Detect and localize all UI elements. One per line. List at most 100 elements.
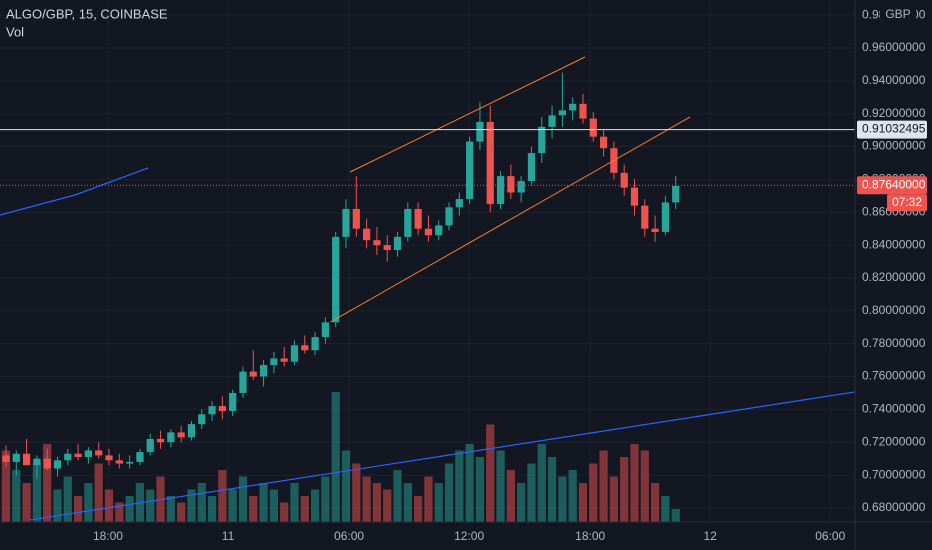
volume-bar — [207, 496, 217, 522]
candle-body — [517, 181, 525, 193]
candle-body — [496, 176, 505, 205]
volume-bar — [166, 496, 175, 522]
candle-body — [95, 450, 103, 456]
volume-bar — [496, 450, 505, 522]
candle-body — [466, 141, 474, 200]
volume-bar — [187, 489, 196, 522]
volume-bar — [12, 470, 21, 522]
volume-bar — [465, 444, 474, 522]
y-tick-label: 0.92000000 — [862, 106, 926, 120]
x-tick-label: 18:00 — [575, 529, 605, 543]
moving-average — [29, 391, 856, 521]
candle-body — [239, 371, 247, 393]
candle-body — [208, 406, 216, 415]
candle-body — [12, 453, 20, 462]
candle-body — [332, 236, 340, 323]
candle-body — [2, 455, 10, 462]
candle-body — [569, 103, 577, 111]
candle-body — [177, 432, 185, 438]
candle-body — [579, 103, 587, 119]
volume-bar — [352, 463, 361, 522]
volume-bar — [94, 463, 103, 522]
candle-body — [455, 199, 463, 208]
volume-bar — [527, 463, 536, 522]
candle-body — [393, 236, 402, 251]
candle-body — [383, 245, 391, 251]
x-tick-label: 12:00 — [454, 529, 484, 543]
volume-bar — [599, 450, 608, 522]
x-tick-label: 12 — [704, 529, 718, 543]
moving-average — [0, 167, 149, 216]
price-label-box — [857, 120, 927, 139]
y-tick-label: 0.68000000 — [862, 500, 926, 514]
volume-bar — [486, 424, 495, 522]
candle-body — [22, 453, 31, 466]
candle-body — [198, 414, 206, 425]
candle-body — [321, 322, 329, 338]
candle-body — [548, 115, 556, 127]
y-tick-label: 0.90000000 — [862, 139, 926, 153]
candle-body — [476, 121, 484, 142]
plot — [0, 56, 856, 521]
volume-bar — [238, 476, 248, 522]
candle-body — [53, 460, 62, 469]
candle-body — [280, 358, 288, 362]
volume-bar — [177, 502, 186, 522]
candle-body — [218, 406, 226, 412]
volume-bar — [218, 470, 227, 522]
volume-bar — [269, 489, 278, 522]
candle-body — [290, 345, 299, 362]
candle-body — [229, 392, 237, 412]
candle-body — [126, 461, 134, 464]
y-tick-label: 0.94000000 — [862, 73, 926, 87]
volume-bar — [362, 476, 371, 522]
volume-bar — [609, 476, 619, 522]
subtitle: Vol — [6, 24, 24, 39]
volume-bar — [393, 470, 402, 522]
volume-bar — [661, 496, 670, 522]
volume-bar — [506, 470, 515, 522]
candle-body — [589, 118, 597, 137]
y-tick-label: 0.82000000 — [862, 270, 926, 284]
candle-body — [414, 208, 422, 229]
volume-bar — [372, 483, 382, 522]
candle-body — [249, 371, 257, 377]
price-label: 0.87640000 — [862, 177, 926, 191]
candle-body — [136, 452, 144, 462]
candle-body — [74, 453, 82, 458]
volume-bar — [53, 489, 62, 522]
candle-body — [527, 153, 536, 182]
price-label-box — [857, 176, 927, 195]
candle-body — [641, 205, 649, 229]
candle-body — [672, 185, 680, 203]
countdown-box — [887, 194, 927, 212]
trendline — [330, 116, 691, 323]
x-tick-label: 18:00 — [93, 529, 123, 543]
candle-body — [599, 136, 608, 149]
chart-title: ALGO/GBP, 15, COINBASE — [6, 6, 168, 21]
candle-body — [84, 450, 93, 458]
volume-bar — [22, 483, 31, 522]
candle-body — [651, 228, 659, 232]
candle-body — [43, 458, 51, 469]
volume-bar — [444, 463, 454, 522]
volume-bar — [310, 489, 320, 522]
volume-bar — [341, 450, 351, 522]
volume-bar — [414, 496, 423, 522]
candle-body — [33, 458, 41, 466]
y-tick-label: 0.74000000 — [862, 402, 926, 416]
volume-bar — [403, 483, 412, 522]
volume-bar — [630, 444, 639, 522]
candle-body — [435, 225, 443, 236]
volume-bar — [290, 483, 299, 522]
x-tick-label: 06:00 — [334, 529, 364, 543]
candle-body — [362, 228, 371, 241]
volume-bar — [125, 496, 134, 522]
x-tick-label: 06:00 — [815, 529, 845, 543]
y-tick-label: 0.72000000 — [862, 434, 926, 448]
candle-body — [115, 460, 123, 464]
candle-body — [64, 453, 72, 461]
volume-bar — [558, 476, 567, 522]
